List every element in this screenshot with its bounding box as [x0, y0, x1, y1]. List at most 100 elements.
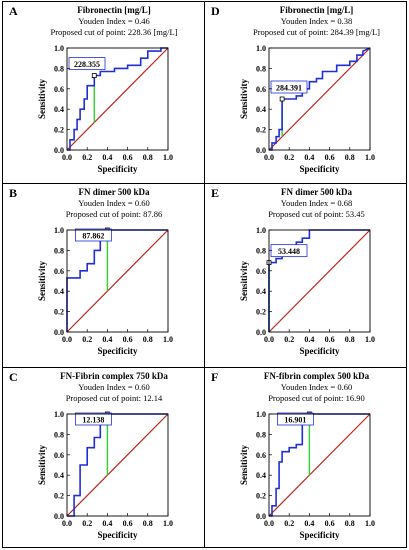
panel-title: FN dimer 500 kDa	[78, 187, 150, 197]
panel-letter: B	[9, 186, 17, 200]
y-tick-label: 0.0	[256, 328, 266, 337]
cutoff-label: 87.862	[82, 232, 104, 241]
reference-line	[268, 413, 371, 517]
cutoff-label: 284.391	[276, 84, 302, 93]
x-tick-label: 1.0	[163, 153, 173, 162]
y-tick-label: 0.2	[256, 492, 266, 501]
panel-title: Fibronectin [mg/L]	[77, 5, 151, 15]
reference-line	[66, 229, 169, 333]
y-tick-label: 0.2	[256, 308, 266, 317]
row-divider-1	[2, 183, 407, 184]
y-tick-label: 0.6	[256, 451, 266, 460]
x-tick-label: 0.6	[325, 153, 335, 162]
cutoff-label-box	[75, 412, 112, 426]
x-tick-label: 0.6	[325, 335, 335, 344]
axes-box	[268, 47, 371, 151]
y-tick-label: 0.2	[54, 492, 64, 501]
x-tick-label: 0.2	[284, 153, 294, 162]
panel-title: FN-Fibrin complex 750 kDa	[60, 371, 168, 381]
y-tick-label: 0.8	[256, 246, 266, 255]
x-tick-label: 0.6	[123, 519, 133, 528]
axes-box	[268, 413, 371, 517]
cutoff-label: 228.355	[74, 60, 100, 69]
panel-letter: E	[211, 186, 219, 200]
x-axis-label: Specificity	[300, 346, 340, 356]
youden-index: Youden Index = 0.60	[78, 382, 149, 392]
reference-line	[268, 47, 371, 151]
y-tick-label: 0.2	[256, 126, 266, 135]
x-tick-label: 0.0	[62, 153, 72, 162]
x-tick-label: 0.2	[284, 335, 294, 344]
cutoff-label-box	[68, 57, 106, 70]
x-tick-label: 1.0	[365, 519, 375, 528]
y-tick-label: 0.4	[256, 471, 266, 480]
y-tick-label: 0.2	[54, 308, 64, 317]
panel-letter: D	[211, 4, 220, 18]
y-tick-label: 0.4	[256, 105, 266, 114]
y-tick-label: 0.4	[54, 471, 64, 480]
cutoff-label-box	[276, 412, 314, 426]
y-tick-label: 0.6	[54, 267, 64, 276]
youden-index: Youden Index = 0.60	[281, 382, 352, 392]
y-tick-label: 0.6	[256, 267, 266, 276]
y-tick-label: 1.0	[54, 410, 64, 419]
y-tick-label: 1.0	[54, 44, 64, 53]
x-tick-label: 0.6	[325, 519, 335, 528]
y-tick-label: 0.6	[54, 451, 64, 460]
x-tick-label: 0.0	[62, 519, 72, 528]
x-tick-label: 0.0	[264, 335, 274, 344]
x-tick-label: 0.0	[62, 335, 72, 344]
x-tick-label: 0.4	[102, 519, 112, 528]
x-axis-label: Specificity	[98, 530, 138, 540]
y-axis-label: Sensitivity	[37, 261, 47, 302]
x-axis-label: Specificity	[300, 164, 340, 174]
panel-letter: A	[9, 4, 18, 18]
axes-box	[66, 413, 169, 517]
cutoff-label: 16.901	[284, 416, 306, 425]
panel-d: D Fibronectin [mg/L]Youden Index = 0.38Pr…	[211, 4, 380, 174]
y-tick-label: 0.8	[54, 430, 64, 439]
x-tick-label: 0.4	[304, 335, 314, 344]
y-tick-label: 0.4	[54, 105, 64, 114]
y-axis-label: Sensitivity	[239, 79, 249, 120]
panel-title: Fibronectin [mg/L]	[280, 5, 354, 15]
cutoff-label: 12.138	[82, 416, 104, 425]
y-tick-label: 0.8	[256, 430, 266, 439]
youden-index: Youden Index = 0.60	[78, 198, 149, 208]
column-divider	[204, 1, 205, 548]
y-axis-label: Sensitivity	[37, 445, 47, 486]
y-tick-label: 1.0	[256, 410, 266, 419]
y-tick-label: 0.0	[54, 512, 64, 521]
panel-title: FN-fibrin complex 500 kDa	[264, 371, 370, 381]
x-axis-label: Specificity	[98, 164, 138, 174]
x-tick-label: 0.8	[345, 153, 355, 162]
x-tick-label: 0.4	[102, 335, 112, 344]
cutoff-label: 53.448	[278, 247, 300, 256]
x-tick-label: 0.4	[102, 153, 112, 162]
cutoff-text: Proposed cut of point: 53.45	[268, 209, 365, 219]
reference-line	[66, 47, 169, 151]
x-tick-label: 0.8	[345, 519, 355, 528]
x-tick-label: 0.4	[304, 519, 314, 528]
y-axis-label: Sensitivity	[37, 79, 47, 120]
x-tick-label: 1.0	[365, 335, 375, 344]
row-divider-2	[2, 367, 407, 368]
y-tick-label: 0.4	[54, 287, 64, 296]
x-tick-label: 0.6	[123, 153, 133, 162]
y-tick-label: 0.0	[54, 146, 64, 155]
x-tick-label: 0.8	[143, 153, 153, 162]
x-tick-label: 0.2	[82, 335, 92, 344]
cutoff-label-box	[75, 228, 112, 242]
youden-index: Youden Index = 0.68	[281, 198, 352, 208]
axes-box	[66, 47, 169, 151]
y-axis-label: Sensitivity	[239, 445, 249, 486]
y-tick-label: 0.6	[54, 85, 64, 94]
x-tick-label: 0.2	[82, 153, 92, 162]
y-tick-label: 0.0	[256, 512, 266, 521]
x-tick-label: 0.8	[143, 335, 153, 344]
x-tick-label: 1.0	[163, 335, 173, 344]
